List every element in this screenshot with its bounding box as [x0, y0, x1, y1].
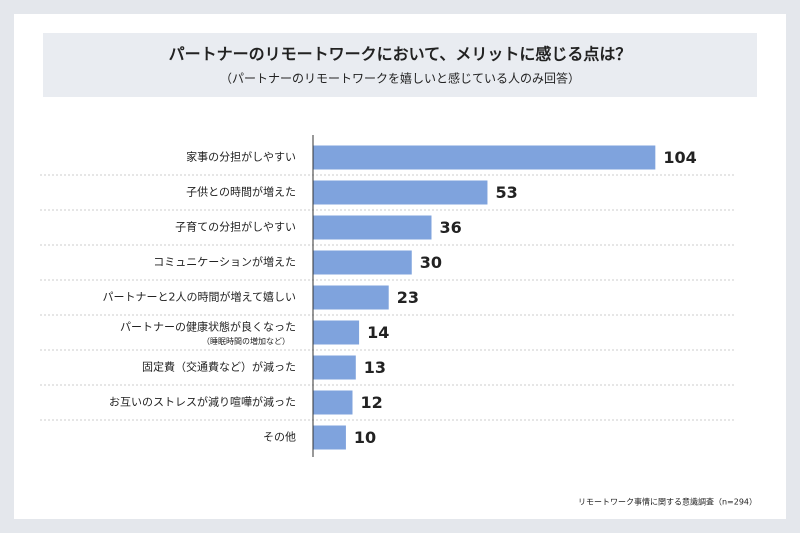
value-label: 53 [495, 183, 517, 202]
bar [313, 180, 488, 205]
bar [313, 145, 656, 170]
y-tick-label: お互いのストレスが減り喧嘩が減った [109, 395, 296, 409]
y-tick-label: 子育ての分担がしやすい [175, 220, 296, 234]
bar [313, 425, 346, 450]
chart-subtitle: （パートナーのリモートワークを嬉しいと感じている人のみ回答） [220, 71, 580, 86]
y-tick-sublabel: （睡眠時間の増加など） [202, 336, 290, 346]
value-label: 12 [361, 393, 383, 412]
value-label: 14 [367, 323, 389, 342]
value-label: 30 [420, 253, 442, 272]
bar [313, 390, 353, 415]
chart-title: パートナーのリモートワークにおいて、メリットに感じる点は？ [169, 45, 632, 64]
value-label: 104 [663, 148, 696, 167]
bar [313, 355, 356, 380]
y-tick-label: その他 [263, 431, 296, 444]
bar [313, 250, 412, 275]
title-box [43, 33, 757, 97]
y-tick-label: 家事の分担がしやすい [186, 150, 296, 164]
bar [313, 215, 432, 240]
y-tick-label: パートナーと2人の時間が増えて嬉しい [103, 290, 296, 304]
value-label: 13 [364, 358, 386, 377]
bar [313, 285, 389, 310]
value-label: 23 [397, 288, 419, 307]
source-note: リモートワーク事情に関する意識調査（n=294） [578, 497, 757, 507]
bar [313, 320, 360, 345]
y-tick-label: パートナーの健康状態が良くなった [120, 320, 296, 334]
y-tick-label: コミュニケーションが増えた [153, 255, 296, 269]
value-label: 36 [440, 218, 462, 237]
value-label: 10 [354, 428, 376, 447]
y-tick-label: 固定費（交通費など）が減った [142, 360, 296, 374]
y-tick-label: 子供との時間が増えた [186, 185, 296, 199]
